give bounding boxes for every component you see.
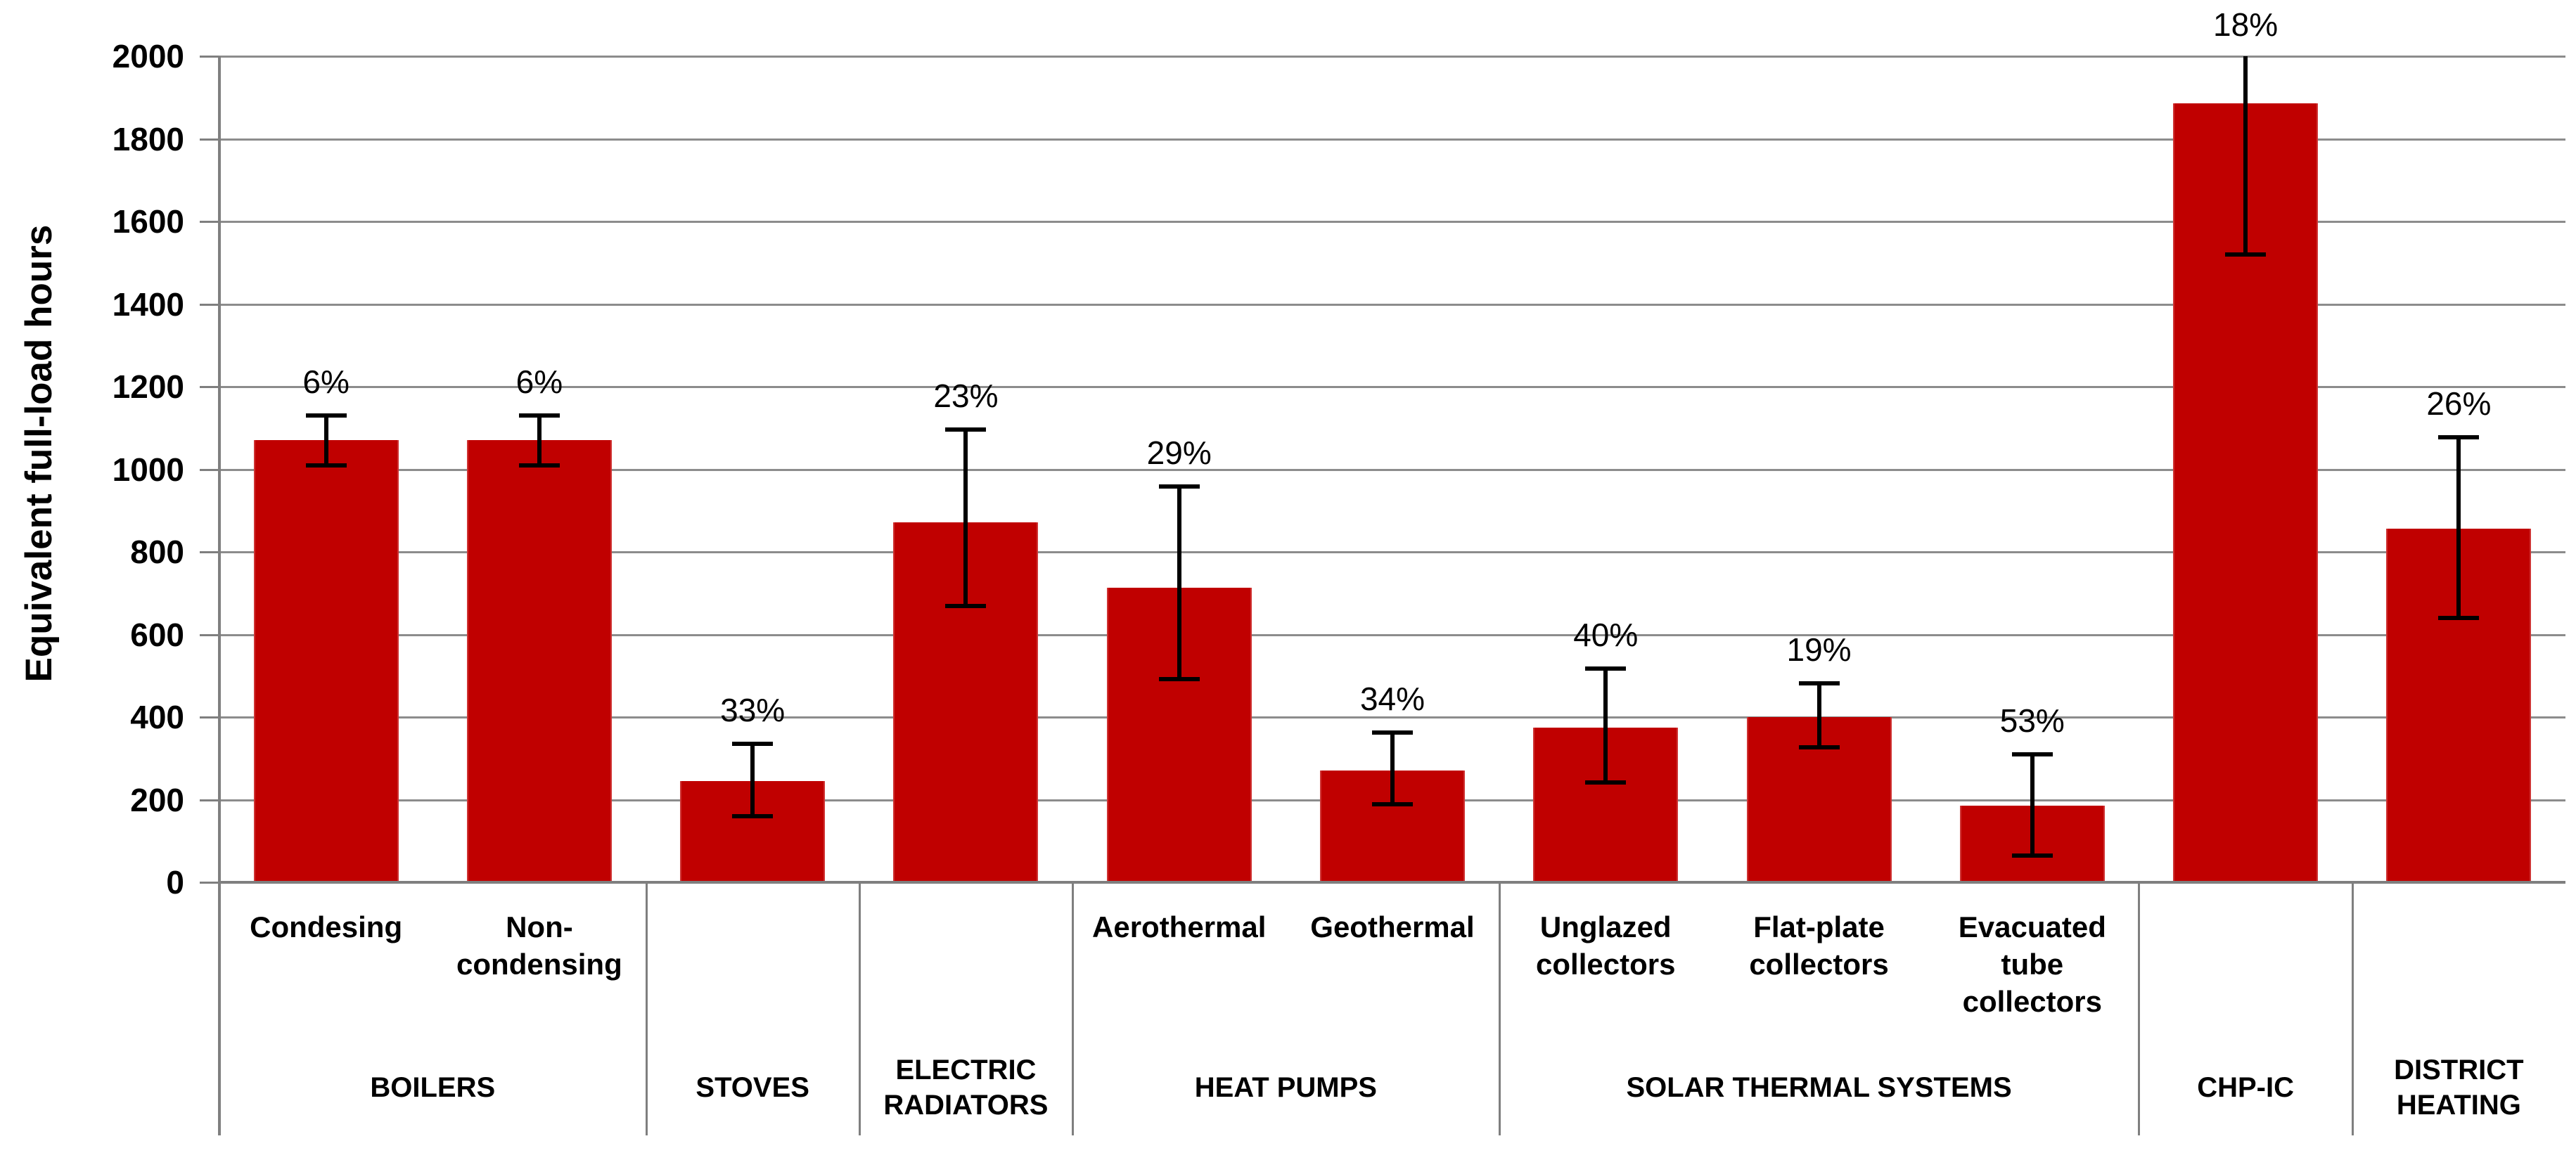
percent-label-10: 18% bbox=[2213, 6, 2279, 43]
percent-label-3: 33% bbox=[720, 692, 786, 729]
error-bar-6 bbox=[1390, 730, 1395, 806]
group-label-6: DISTRICT HEATING bbox=[2394, 1055, 2524, 1121]
gridline-400 bbox=[219, 716, 2565, 718]
y-axis-tick-800 bbox=[200, 551, 219, 553]
y-axis-tick-400 bbox=[200, 716, 219, 718]
error-cap-bottom-11 bbox=[2438, 615, 2480, 620]
x-axis-line bbox=[218, 881, 2565, 884]
group-label-0: BOILERS bbox=[370, 1072, 496, 1103]
group-separator-4 bbox=[2138, 882, 2141, 1135]
error-bar-1 bbox=[323, 413, 328, 468]
gridline-1600 bbox=[219, 221, 2565, 223]
gridline-1200 bbox=[219, 386, 2565, 388]
y-tick-label-1800: 1800 bbox=[112, 120, 184, 157]
bar-2 bbox=[466, 440, 612, 882]
error-cap-top-3 bbox=[732, 742, 774, 747]
percent-label-7: 40% bbox=[1573, 616, 1639, 653]
group-separator-3 bbox=[1498, 882, 1501, 1135]
y-tick-label-200: 200 bbox=[130, 781, 184, 818]
category-label-6: Geothermal bbox=[1310, 910, 1475, 943]
gridline-1400 bbox=[219, 303, 2565, 306]
error-bar-2 bbox=[537, 413, 542, 468]
y-axis-tick-1200 bbox=[200, 386, 219, 388]
category-label-5: Aerothermal bbox=[1092, 910, 1267, 943]
error-cap-bottom-1 bbox=[305, 463, 347, 468]
error-cap-top-11 bbox=[2438, 434, 2480, 439]
gridline-600 bbox=[219, 633, 2565, 636]
y-axis-tick-1000 bbox=[200, 468, 219, 471]
bar-1 bbox=[253, 440, 399, 882]
group-separator-1 bbox=[858, 882, 861, 1135]
error-cap-bottom-6 bbox=[1372, 801, 1413, 806]
error-cap-top-1 bbox=[305, 413, 347, 418]
gridline-1800 bbox=[219, 138, 2565, 141]
error-cap-bottom-7 bbox=[1585, 780, 1627, 785]
percent-label-6: 34% bbox=[1359, 681, 1425, 718]
y-axis-tick-2000 bbox=[200, 56, 219, 58]
group-label-4: SOLAR THERMAL SYSTEMS bbox=[1626, 1072, 2012, 1103]
error-bar-10 bbox=[2243, 56, 2248, 257]
error-bar-4 bbox=[963, 427, 968, 609]
category-label-8: Flat-plate collectors bbox=[1749, 910, 1889, 981]
percent-label-2: 6% bbox=[515, 363, 563, 401]
error-bar-9 bbox=[2030, 752, 2034, 858]
error-cap-top-2 bbox=[518, 413, 560, 418]
error-cap-bottom-8 bbox=[1798, 745, 1840, 750]
y-tick-label-400: 400 bbox=[130, 699, 184, 735]
category-label-1: Condesing bbox=[250, 910, 403, 943]
y-tick-label-1600: 1600 bbox=[112, 203, 184, 240]
y-tick-label-2000: 2000 bbox=[112, 38, 184, 75]
gridline-2000 bbox=[219, 56, 2565, 58]
error-cap-bottom-4 bbox=[945, 604, 987, 609]
error-bar-7 bbox=[1603, 666, 1608, 785]
error-cap-bottom-2 bbox=[518, 463, 560, 468]
group-label-2: ELECTRIC RADIATORS bbox=[883, 1055, 1049, 1121]
category-label-9: Evacuated tube collectors bbox=[1958, 910, 2106, 1018]
y-tick-label-0: 0 bbox=[166, 864, 184, 901]
group-separator-5 bbox=[2351, 882, 2354, 1135]
y-tick-label-1400: 1400 bbox=[112, 285, 184, 323]
group-label-1: STOVES bbox=[696, 1072, 809, 1103]
group-separator-0 bbox=[645, 882, 648, 1135]
error-cap-top-6 bbox=[1372, 730, 1413, 735]
error-cap-bottom-5 bbox=[1158, 677, 1200, 682]
gridline-800 bbox=[219, 551, 2565, 553]
error-bar-8 bbox=[1816, 681, 1821, 750]
y-axis-tick-1600 bbox=[200, 221, 219, 223]
error-cap-bottom-10 bbox=[2225, 252, 2267, 257]
error-cap-top-5 bbox=[1158, 484, 1200, 489]
error-cap-top-8 bbox=[1798, 681, 1840, 686]
error-cap-top-7 bbox=[1585, 666, 1627, 671]
y-axis-tick-1800 bbox=[200, 138, 219, 141]
percent-label-8: 19% bbox=[1786, 631, 1852, 669]
group-label-3: HEAT PUMPS bbox=[1194, 1072, 1377, 1103]
percent-label-4: 23% bbox=[933, 378, 999, 415]
percent-label-1: 6% bbox=[302, 363, 350, 401]
error-bar-3 bbox=[750, 742, 755, 818]
error-cap-bottom-3 bbox=[732, 813, 774, 818]
gridline-1000 bbox=[219, 468, 2565, 471]
category-label-2: Non-condensing bbox=[456, 910, 622, 981]
y-tick-label-600: 600 bbox=[130, 616, 184, 653]
group-separator-2 bbox=[1072, 882, 1075, 1135]
y-tick-label-1000: 1000 bbox=[112, 451, 184, 488]
error-cap-top-4 bbox=[945, 427, 987, 432]
percent-label-9: 53% bbox=[1999, 702, 2065, 739]
error-bar-5 bbox=[1177, 484, 1181, 682]
y-axis-tick-0 bbox=[200, 882, 219, 884]
error-cap-bottom-9 bbox=[2011, 853, 2053, 858]
error-bar-11 bbox=[2456, 434, 2461, 620]
y-axis-tick-600 bbox=[200, 633, 219, 636]
y-axis-tick-200 bbox=[200, 799, 219, 801]
y-tick-label-800: 800 bbox=[130, 534, 184, 570]
percent-label-11: 26% bbox=[2426, 385, 2492, 422]
y-axis-tick-1400 bbox=[200, 303, 219, 306]
percent-label-5: 29% bbox=[1146, 434, 1212, 472]
y-tick-label-1200: 1200 bbox=[112, 368, 184, 405]
error-cap-top-9 bbox=[2011, 752, 2053, 756]
y-axis-line bbox=[218, 56, 221, 1135]
category-label-7: Unglazed collectors bbox=[1536, 910, 1676, 981]
group-label-5: CHP-IC bbox=[2197, 1072, 2294, 1103]
